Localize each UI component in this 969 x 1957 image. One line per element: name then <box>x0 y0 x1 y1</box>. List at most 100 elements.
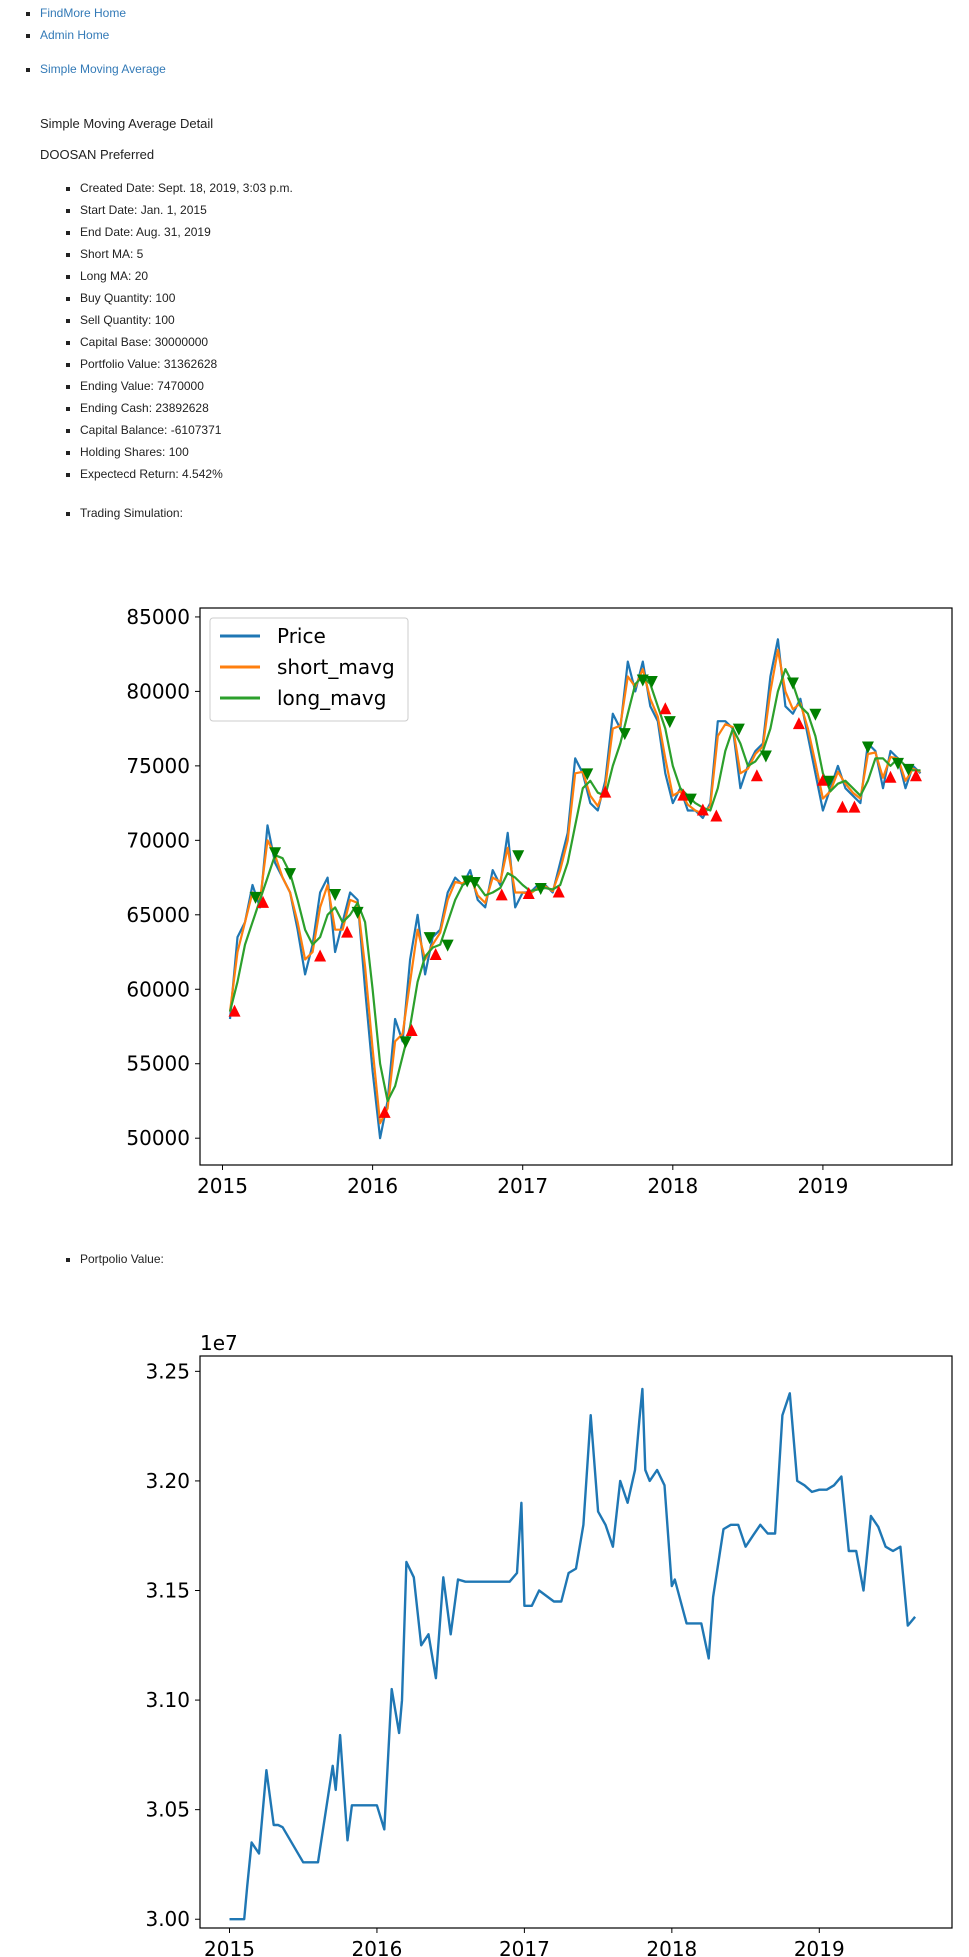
detail-end-date: End Date: Aug. 31, 2019 <box>80 221 293 243</box>
buy-signal-marker <box>677 788 690 801</box>
y-tick-label: 60000 <box>126 977 190 1001</box>
x-tick-label: 2015 <box>197 1174 248 1198</box>
top-nav: FindMore Home Admin Home <box>22 2 126 46</box>
admin-home-link[interactable]: Admin Home <box>40 28 110 42</box>
sell-signal-marker <box>618 728 631 741</box>
x-tick-label: 2015 <box>204 1937 255 1956</box>
trading-simulation-label: Trading Simulation: <box>80 503 183 523</box>
detail-short-ma: Short MA: 5 <box>80 243 293 265</box>
chart-legend: Price short_mavg long_mavg <box>209 617 409 722</box>
buy-signal-marker <box>522 886 535 899</box>
buy-signal-marker <box>341 925 354 938</box>
detail-list: Created Date: Sept. 18, 2019, 3:03 p.m. … <box>62 177 293 485</box>
y-tick-label: 75000 <box>126 754 190 778</box>
detail-capital-base: Capital Base: 30000000 <box>80 331 293 353</box>
buy-signal-marker <box>909 769 922 782</box>
y-offset-label: 1e7 <box>200 1331 238 1355</box>
detail-long-ma: Long MA: 20 <box>80 265 293 287</box>
sell-signal-marker <box>759 750 772 763</box>
sell-signal-marker <box>329 888 342 901</box>
sell-signal-marker <box>534 882 547 895</box>
sell-signal-marker <box>902 763 915 776</box>
nav-item-admin-home: Admin Home <box>40 24 126 46</box>
sell-signal-marker <box>423 932 436 945</box>
portfolio-value-chart: 2015 2016 2017 2018 2019 3.00 3.05 3.10 3.15 3.20… <box>145 1331 953 1956</box>
y-tick-label: 3.15 <box>145 1578 190 1602</box>
detail-ending-value: Ending Value: 7470000 <box>80 375 293 397</box>
simple-moving-average-link[interactable]: Simple Moving Average <box>40 62 166 76</box>
legend-label: short_mavg <box>277 655 395 679</box>
nav-item-sma: Simple Moving Average <box>40 58 166 80</box>
buy-signal-marker <box>696 803 709 816</box>
nav-item-findmore-home: FindMore Home <box>40 2 126 24</box>
x-tick-label: 2018 <box>646 1937 697 1956</box>
x-tick-label: 2016 <box>347 1174 398 1198</box>
sell-signal-marker <box>512 850 525 863</box>
buy-signal-marker <box>228 1004 241 1017</box>
sell-signal-marker <box>351 906 364 919</box>
sell-signal-marker <box>809 708 822 721</box>
y-tick-label: 70000 <box>126 828 190 852</box>
y-tick-label: 3.10 <box>145 1688 190 1712</box>
detail-buy-quantity: Buy Quantity: 100 <box>80 287 293 309</box>
sell-signal-marker <box>645 675 658 688</box>
sell-signal-marker <box>786 677 799 690</box>
detail-capital-balance: Capital Balance: -6107371 <box>80 419 293 441</box>
sell-signal-marker <box>284 868 297 881</box>
stock-name: DOOSAN Preferred <box>40 147 155 162</box>
detail-expected-return: Expectecd Return: 4.542% <box>80 463 293 485</box>
x-tick-label: 2016 <box>351 1937 402 1956</box>
buy-signal-marker <box>750 769 763 782</box>
sell-signal-marker <box>468 877 481 890</box>
y-tick-label: 85000 <box>126 605 190 629</box>
sell-signal-marker <box>399 1036 412 1049</box>
sell-signal-marker <box>861 741 874 754</box>
plot-frame <box>199 607 953 1166</box>
trading-simulation-chart: 2015 2016 2017 2018 2019 50000 55000 60000 65000… <box>126 605 953 1198</box>
detail-holding-shares: Holding Shares: 100 <box>80 441 293 463</box>
page-title: Simple Moving Average Detail <box>40 116 214 131</box>
sell-signal-marker <box>249 891 262 904</box>
detail-sell-quantity: Sell Quantity: 100 <box>80 309 293 331</box>
y-tick-label: 50000 <box>126 1126 190 1150</box>
x-tick-label: 2019 <box>797 1174 848 1198</box>
buy-signal-marker <box>378 1105 391 1118</box>
buy-signal-marker <box>552 885 565 898</box>
buy-signal-marker <box>710 809 723 822</box>
y-tick-label: 3.05 <box>145 1798 190 1822</box>
trading-simulation-section: Trading Simulation: <box>62 503 183 523</box>
sell-signal-marker <box>636 674 649 687</box>
y-tick-label: 55000 <box>126 1052 190 1076</box>
y-tick-label: 3.20 <box>145 1469 190 1493</box>
buy-signal-marker <box>314 949 327 962</box>
x-tick-label: 2018 <box>647 1174 698 1198</box>
series-line-long-mavg <box>228 667 921 1103</box>
x-tick-label: 2019 <box>794 1937 845 1956</box>
sell-signal-marker <box>891 757 904 770</box>
buy-signal-marker <box>836 800 849 813</box>
sell-signal-marker <box>441 939 454 952</box>
legend-box <box>209 617 409 722</box>
buy-signal-marker <box>659 702 672 715</box>
sell-signal-marker <box>581 768 594 781</box>
buy-signal-marker <box>599 785 612 798</box>
detail-created-date: Created Date: Sept. 18, 2019, 3:03 p.m. <box>80 177 293 199</box>
portfolio-value-label: Portpolio Value: <box>80 1249 164 1269</box>
detail-start-date: Start Date: Jan. 1, 2015 <box>80 199 293 221</box>
legend-label: long_mavg <box>277 686 386 710</box>
buy-signal-marker <box>792 717 805 730</box>
x-tick-label: 2017 <box>499 1937 550 1956</box>
findmore-home-link[interactable]: FindMore Home <box>40 6 127 20</box>
y-tick-label: 3.00 <box>145 1907 190 1931</box>
plot-frame <box>199 1355 953 1929</box>
buy-signal-marker <box>816 773 829 786</box>
buy-signal-marker <box>884 770 897 783</box>
sell-signal-marker <box>663 716 676 729</box>
detail-portfolio-value: Portfolio Value: 31362628 <box>80 353 293 375</box>
section-nav: Simple Moving Average <box>22 58 166 80</box>
buy-signal-marker <box>429 948 442 961</box>
buy-signal-marker <box>257 895 270 908</box>
y-tick-label: 65000 <box>126 903 190 927</box>
detail-ending-cash: Ending Cash: 23892628 <box>80 397 293 419</box>
series-line-0 <box>229 1387 917 1921</box>
